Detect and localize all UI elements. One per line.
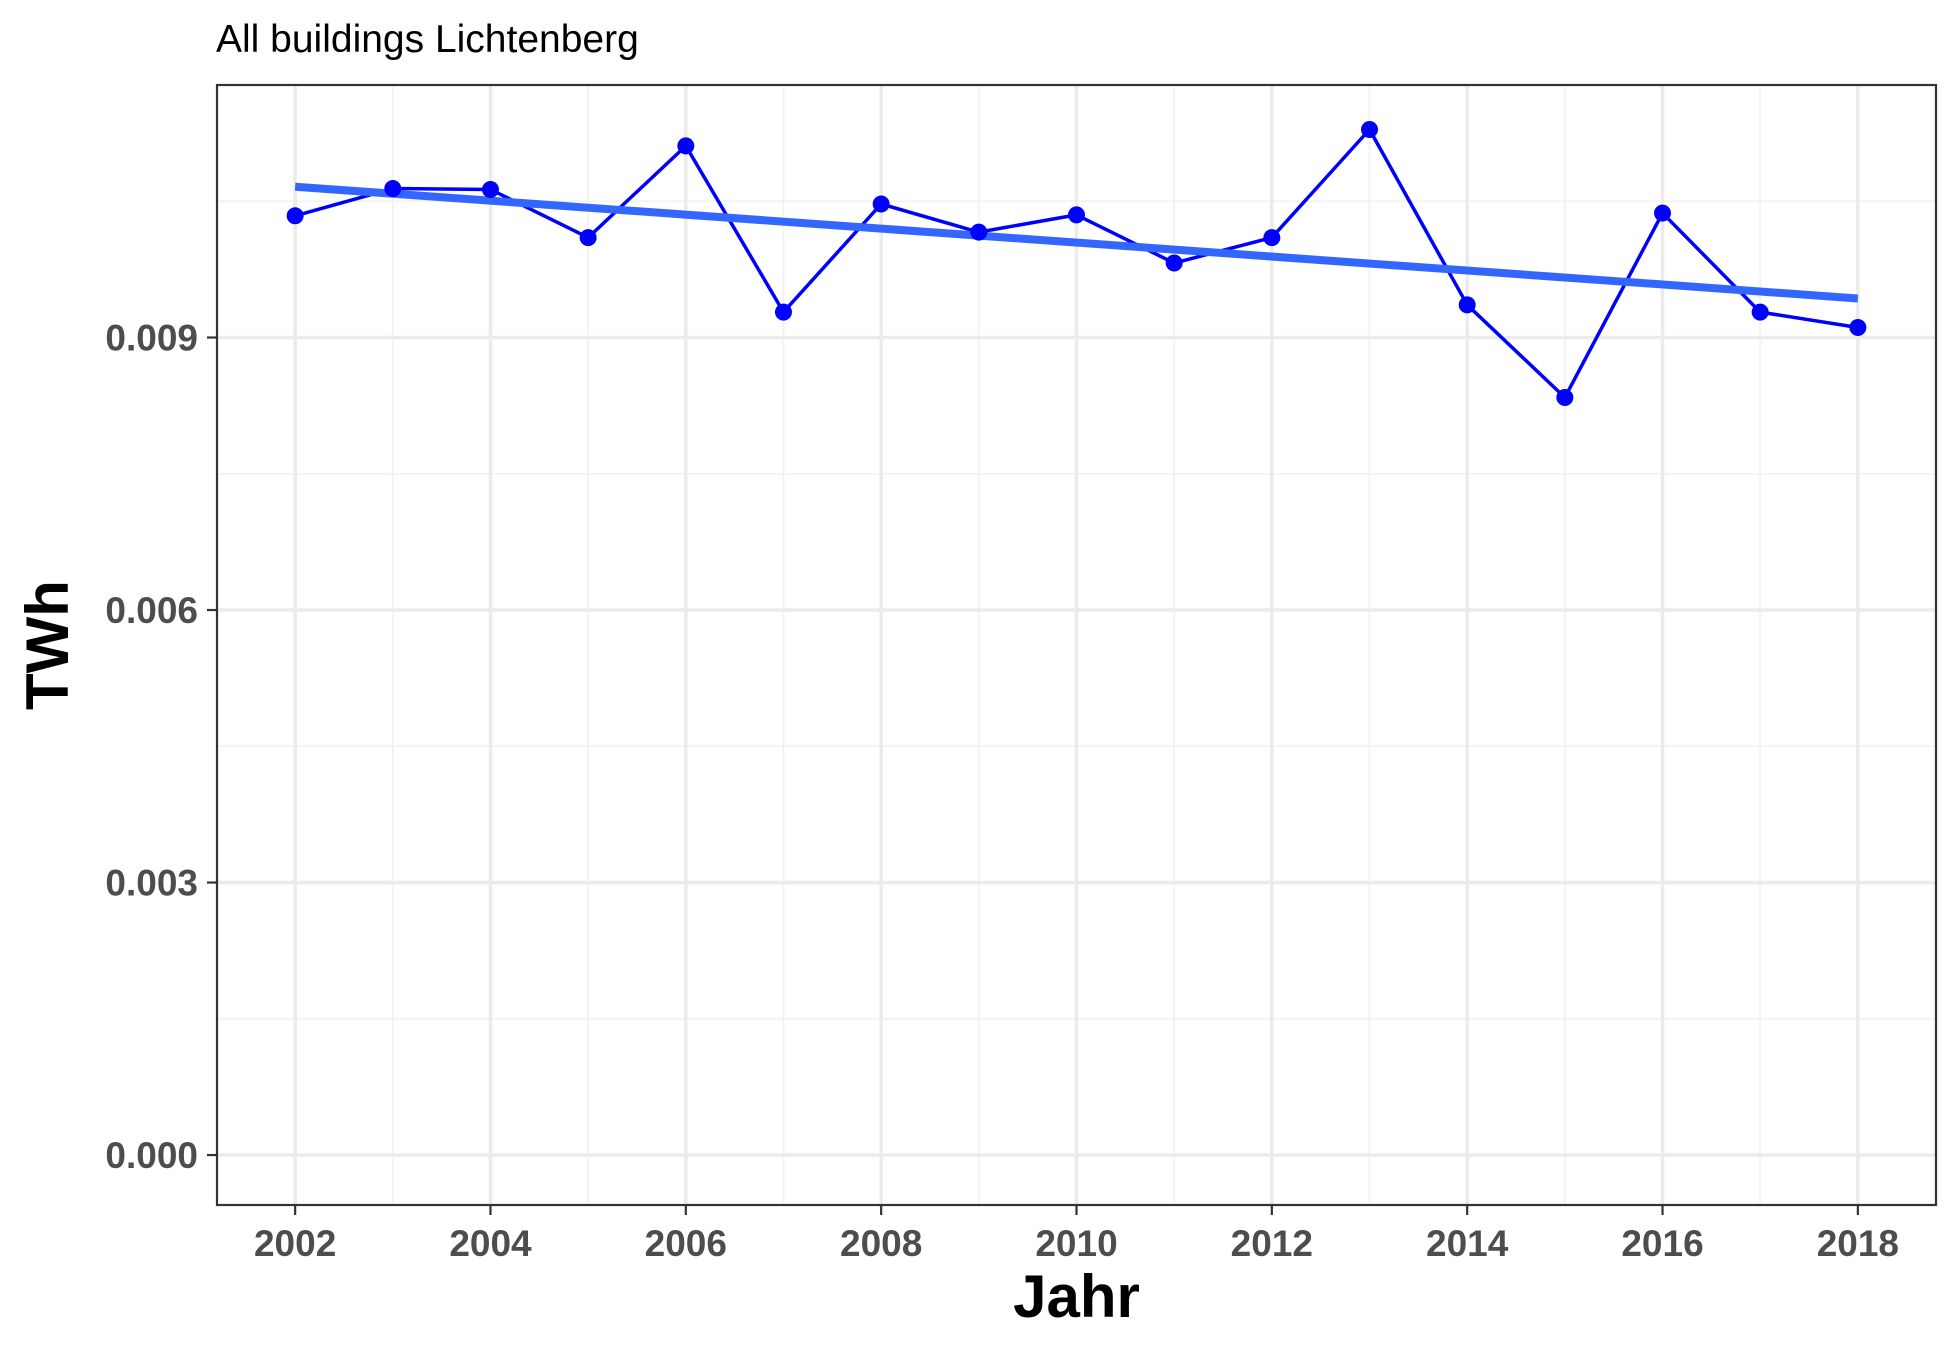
data-point xyxy=(1263,229,1281,247)
data-point xyxy=(677,137,695,155)
chart-title: All buildings Lichtenberg xyxy=(216,18,639,61)
x-tick-label: 2014 xyxy=(1426,1223,1509,1264)
x-tick-label: 2006 xyxy=(645,1223,727,1264)
trend-line-group xyxy=(286,121,1867,406)
y-tick-label: 0.003 xyxy=(105,863,198,904)
data-point xyxy=(286,207,304,225)
x-tick-label: 2008 xyxy=(840,1223,922,1264)
data-point xyxy=(872,195,890,213)
x-tick-label: 2016 xyxy=(1621,1223,1703,1264)
y-axis: 0.000 0.003 0.006 0.009 xyxy=(105,318,217,1176)
data-point xyxy=(384,180,402,198)
data-point xyxy=(1458,296,1476,314)
data-point xyxy=(1361,121,1379,139)
data-point xyxy=(1068,206,1085,224)
data-point xyxy=(1654,204,1672,222)
x-tick-label: 2012 xyxy=(1231,1223,1313,1264)
x-tick-label: 2010 xyxy=(1035,1223,1117,1264)
major-gridlines xyxy=(217,85,1936,1205)
data-point xyxy=(970,223,988,241)
x-axis: 2002 2004 2006 2008 2010 2012 2014 2016 2018 xyxy=(254,1205,1899,1264)
linear-trend-line xyxy=(294,182,1859,303)
y-axis-title: TWh xyxy=(14,580,81,710)
y-tick-label: 0.009 xyxy=(105,318,198,359)
data-point xyxy=(1165,254,1183,272)
x-tick-label: 2018 xyxy=(1817,1223,1899,1264)
data-point xyxy=(774,303,792,321)
x-axis-title: Jahr xyxy=(1013,1263,1140,1330)
y-tick-label: 0.006 xyxy=(105,590,198,631)
x-tick-label: 2004 xyxy=(449,1223,532,1264)
x-tick-label: 2002 xyxy=(254,1223,336,1264)
y-tick-label: 0.000 xyxy=(105,1135,198,1176)
data-point xyxy=(481,180,499,198)
data-point xyxy=(1556,388,1574,406)
data-point xyxy=(579,229,597,247)
data-point xyxy=(1751,303,1769,321)
data-point xyxy=(1849,319,1867,337)
